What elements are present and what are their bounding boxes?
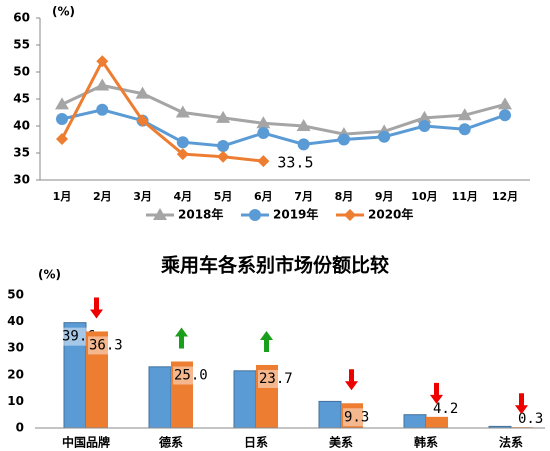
label-bg xyxy=(88,336,120,355)
x-tick-label: 日系 xyxy=(244,435,268,450)
y-tick-label: 50 xyxy=(13,65,30,79)
y-tick-label: 50 xyxy=(7,288,24,302)
arrow-down xyxy=(430,382,443,404)
point xyxy=(217,150,230,163)
point xyxy=(337,133,350,146)
point xyxy=(257,127,270,140)
point xyxy=(217,139,230,152)
point xyxy=(176,136,189,149)
legend-label: 2018年 xyxy=(178,207,223,222)
data-label: 4.2 xyxy=(433,401,458,417)
line xyxy=(60,58,264,163)
x-tick-label: 11月 xyxy=(452,190,478,203)
bar xyxy=(256,364,278,428)
x-tick-label: 2月 xyxy=(93,190,112,203)
y-tick-label: 30 xyxy=(7,341,24,355)
x-tick-label: 8月 xyxy=(335,190,354,203)
x-tick-label: 4月 xyxy=(173,190,192,203)
data-label: 0.3 xyxy=(518,411,543,427)
y-unit: (%) xyxy=(38,268,61,282)
point xyxy=(56,112,68,125)
point xyxy=(95,78,110,91)
x-tick-label: 9月 xyxy=(375,190,394,203)
y-tick-label: 0 xyxy=(16,421,24,435)
x-tick-label: 法系 xyxy=(499,435,523,450)
point xyxy=(499,109,511,122)
x-tick-label: 10月 xyxy=(411,190,437,203)
point xyxy=(96,103,109,116)
x-tick-label: 1月 xyxy=(53,190,72,203)
data-label: 9.3 xyxy=(344,409,369,425)
x-tick-label: 6月 xyxy=(254,190,273,203)
bar xyxy=(426,416,448,428)
point xyxy=(175,105,190,118)
y-tick-label: 20 xyxy=(7,367,24,381)
y-tick-label: 55 xyxy=(13,38,30,52)
bar xyxy=(86,331,108,428)
line xyxy=(61,83,506,136)
point xyxy=(344,209,356,221)
point xyxy=(457,108,472,121)
point xyxy=(296,119,311,131)
point xyxy=(55,97,69,110)
x-tick-label: 美系 xyxy=(329,435,353,450)
y-tick-label: 40 xyxy=(13,119,30,133)
x-tick-label: 5月 xyxy=(214,190,233,203)
point xyxy=(153,208,167,220)
x-tick-label: 12月 xyxy=(492,190,518,203)
label-bg xyxy=(173,366,205,385)
x-tick-label: 中国品牌 xyxy=(62,435,110,450)
y-tick-label: 45 xyxy=(13,92,30,106)
y-tick-label: 10 xyxy=(7,394,24,408)
label-bg xyxy=(258,369,290,388)
point xyxy=(216,110,231,123)
point xyxy=(418,120,431,132)
legend-label: 2020年 xyxy=(368,207,413,222)
x-tick-label: 3月 xyxy=(133,190,152,203)
data-label: 33.5 xyxy=(277,154,313,172)
y-unit: (%) xyxy=(52,5,75,19)
data-label: 23.7 xyxy=(259,371,293,387)
arrow-down xyxy=(345,369,358,391)
point xyxy=(96,55,109,68)
legend-label: 2019年 xyxy=(273,207,318,222)
y-tick-label: 35 xyxy=(13,146,30,160)
bar xyxy=(148,366,172,429)
x-tick-label: 韩系 xyxy=(414,435,438,450)
point xyxy=(256,116,271,129)
data-label: 36.3 xyxy=(89,337,123,353)
data-label: 25.0 xyxy=(174,368,208,384)
arrow-up xyxy=(260,330,273,352)
arrow-down xyxy=(90,297,103,319)
label-bg xyxy=(343,408,375,427)
point xyxy=(135,86,150,99)
x-tick-label: 德系 xyxy=(159,435,183,450)
line xyxy=(61,108,506,148)
arrow-down xyxy=(515,393,528,415)
bar xyxy=(403,414,427,429)
y-tick-label: 60 xyxy=(13,11,30,25)
point xyxy=(257,155,270,168)
y-tick-label: 30 xyxy=(13,173,30,187)
point xyxy=(378,130,391,143)
point xyxy=(498,97,512,110)
bar xyxy=(171,361,193,428)
bar xyxy=(341,403,363,428)
point xyxy=(249,209,261,221)
bar xyxy=(233,370,257,429)
point xyxy=(56,132,68,145)
point xyxy=(458,123,471,136)
arrow-up xyxy=(175,327,188,349)
bar xyxy=(318,400,342,429)
point xyxy=(176,148,189,161)
chart-title: 乘用车各系别市场份额比较 xyxy=(160,254,389,277)
y-tick-label: 40 xyxy=(7,314,24,328)
label-bg xyxy=(61,327,93,346)
point xyxy=(297,138,310,151)
point xyxy=(417,110,432,123)
x-tick-label: 7月 xyxy=(294,190,313,203)
point xyxy=(136,114,149,127)
